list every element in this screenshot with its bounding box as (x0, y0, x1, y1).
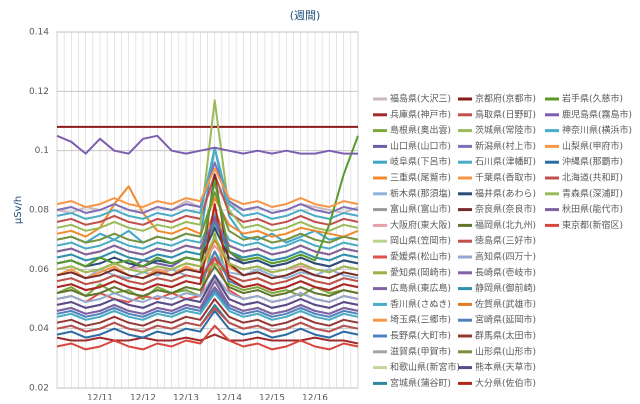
legend-label: 滋賀県(甲賀市) (390, 345, 451, 357)
legend-label: 北海道(共和町) (562, 172, 623, 184)
legend-label: 熊本県(天草市) (475, 361, 536, 373)
legend-label: 新潟県(村上市) (475, 140, 536, 152)
legend-label: 群馬県(太田市) (475, 330, 536, 342)
x-tick-label: 12/15 (259, 394, 285, 401)
legend-label: 宮城県(蒲谷町) (390, 377, 451, 389)
legend-label: 高知県(四万十) (475, 251, 536, 263)
legend-label: 東京都(新宿区) (562, 219, 623, 231)
legend-label: 島根県(奥出雲) (390, 124, 451, 136)
series-line (56, 135, 359, 268)
series-line (56, 134, 358, 155)
legend-label: 沖縄県(那覇市) (562, 156, 623, 168)
legend-label: 栃木県(那須塩) (390, 187, 451, 199)
series-line (56, 99, 359, 232)
series-line (56, 220, 359, 262)
series-line (56, 173, 359, 226)
legend-label: 愛知県(岡崎市) (390, 266, 451, 278)
legend-label: 奈良県(奈良市) (475, 203, 536, 215)
y-axis-label: μSv/h (13, 196, 24, 224)
legend-label: 岡山県(笠岡市) (390, 235, 451, 247)
y-tick-label: 0.1 (35, 146, 49, 156)
x-tick-label: 12/13 (173, 394, 199, 401)
legend-label: 大分県(佐伯市) (475, 377, 536, 389)
series-line (56, 286, 359, 315)
legend-label: 岐阜県(下呂市) (390, 156, 451, 168)
legend-label: 鹿児島県(霧島市) (562, 108, 632, 120)
x-tick-label: 12/14 (216, 394, 242, 401)
series-line (56, 191, 359, 244)
legend-label: 青森県(深浦町) (562, 187, 623, 199)
legend-label: 岩手県(久慈市) (562, 93, 623, 105)
x-tick-label: 12/11 (87, 394, 113, 401)
legend-label: 香川県(さぬき) (390, 299, 451, 310)
series-line (56, 256, 359, 286)
legend-label: 長野県(大町市) (390, 330, 451, 342)
series-line (56, 309, 359, 339)
legend-label: 静岡県(御前崎) (475, 282, 536, 294)
y-tick-label: 0.02 (29, 384, 49, 394)
series-line (56, 292, 359, 321)
legend-label: 広島県(東広島) (390, 282, 451, 294)
series-line (56, 235, 359, 274)
y-tick-label: 0.04 (29, 324, 49, 334)
legend-label: 山形県(山形市) (475, 345, 536, 357)
x-tick-label: 12/16 (302, 394, 328, 401)
legend-label: 山梨県(甲府市) (562, 140, 623, 152)
legend-label: 愛媛県(松山市) (390, 251, 451, 263)
legend-label: 宮崎県(延岡市) (475, 314, 536, 326)
legend-label: 佐賀県(武雄市) (475, 298, 536, 310)
legend-label: 石川県(津幡町) (475, 156, 536, 168)
series-line (56, 146, 359, 220)
series-line (56, 298, 359, 327)
legend-label: 富山県(富山市) (390, 203, 451, 215)
legend-label: 長崎県(壱岐市) (475, 266, 536, 278)
y-tick-label: 0.06 (29, 265, 49, 275)
legend-label: 京都府(京都市) (475, 93, 536, 105)
legend-label: 鳥取県(日野町) (475, 108, 536, 120)
series-line (56, 289, 359, 318)
series-line (56, 333, 359, 345)
legend-label: 茨城県(常陸市) (475, 124, 536, 136)
legend-label: 神奈川県(横浜市) (562, 124, 632, 136)
legend-label: 福岡県(北九州) (475, 219, 536, 231)
legend-label: 大阪府(東大阪) (390, 219, 451, 231)
legend-label: 千葉県(香取市) (475, 172, 536, 184)
legend-label: 徳島県(三好市) (475, 235, 536, 247)
legend-label: 埼玉県(三郷市) (390, 314, 451, 326)
series-line (56, 324, 359, 351)
y-tick-label: 0.08 (29, 206, 49, 216)
legend-label: 和歌山県(新宮市) (390, 361, 460, 373)
legend-label: 三重県(尾鷲市) (390, 172, 451, 184)
series-line (56, 274, 359, 303)
series-line (56, 217, 359, 256)
series-line (56, 265, 359, 297)
y-tick-label: 0.12 (29, 87, 49, 97)
series-line (56, 203, 359, 292)
y-tick-label: 0.14 (29, 28, 49, 38)
legend-label: 福島県(大沢三) (390, 93, 451, 105)
legend-label: 福井県(あわら) (475, 187, 536, 199)
series-line (56, 306, 359, 333)
legend-label: 山口県(山口市) (390, 140, 451, 152)
x-tick-label: 12/12 (130, 394, 156, 401)
legend-label: 秋田県(能代市) (562, 203, 623, 215)
chart-title: (週間) (290, 9, 321, 22)
legend-label: 兵庫県(神戸市) (390, 108, 451, 120)
series-line (56, 167, 359, 208)
series-line (56, 274, 359, 309)
